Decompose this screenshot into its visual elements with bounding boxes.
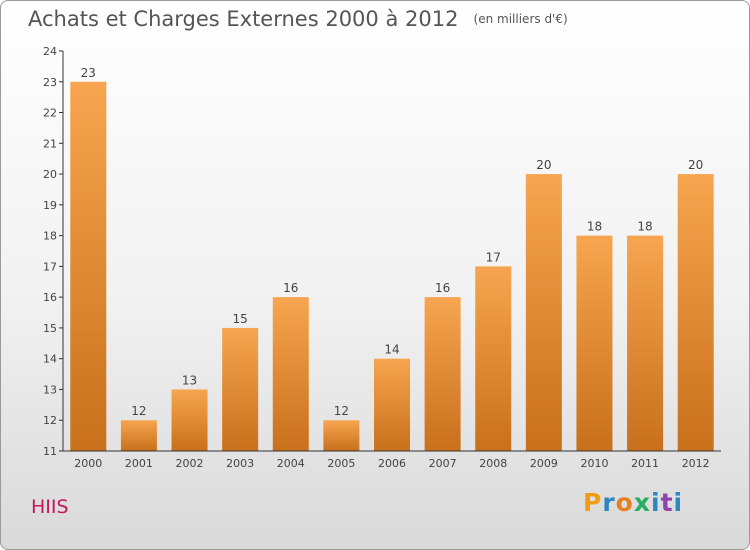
y-tick-label: 18	[43, 230, 57, 243]
data-label-2010: 18	[587, 220, 602, 234]
y-tick-label: 20	[43, 168, 57, 181]
x-tick-label: 2008	[479, 457, 507, 470]
bar-2007	[424, 297, 461, 451]
y-tick-label: 12	[43, 414, 57, 427]
y-axis-ticks: 11 12 13 14 15 16 17 18 19 20 21 22 23 24	[43, 45, 63, 458]
data-label-2006: 14	[384, 343, 399, 357]
y-tick-label: 14	[43, 353, 57, 366]
data-label-2011: 18	[637, 220, 652, 234]
data-label-2002: 13	[182, 373, 197, 387]
data-label-2003: 15	[233, 312, 248, 326]
y-tick-label: 24	[43, 45, 57, 58]
x-tick-label: 2004	[277, 457, 305, 470]
bars-group	[70, 81, 714, 452]
data-label-2000: 23	[81, 66, 96, 80]
data-label-2008: 17	[486, 250, 501, 264]
y-tick-label: 19	[43, 199, 57, 212]
bar-2009	[525, 174, 562, 452]
y-tick-label: 17	[43, 260, 57, 273]
bar-2002	[171, 389, 208, 451]
bar-2011	[627, 235, 664, 451]
x-tick-label: 2012	[682, 457, 710, 470]
y-tick-label: 23	[43, 76, 57, 89]
x-tick-label: 2003	[226, 457, 254, 470]
town-name: HIIS	[31, 496, 69, 518]
data-label-2012: 20	[688, 158, 703, 172]
x-tick-label: 2001	[125, 457, 153, 470]
x-axis-ticks: 2000 2001 2002 2003 2004 2005 2006 2007 2008 2009…	[74, 457, 709, 470]
data-label-2004: 16	[283, 281, 298, 295]
data-labels-group: 23 12 13 15 16 12 14 16 17 20 18 18 20	[81, 66, 704, 418]
x-tick-label: 2006	[378, 457, 406, 470]
bar-2004	[272, 297, 309, 451]
bar-2006	[374, 358, 410, 451]
chart-title: Achats et Charges Externes 2000 à 2012	[28, 7, 459, 31]
bar-2005	[323, 420, 360, 451]
y-tick-label: 15	[43, 322, 57, 335]
data-label-2007: 16	[435, 281, 450, 295]
bar-2008	[475, 266, 512, 451]
y-tick-label: 22	[43, 107, 57, 120]
title-block: Achats et Charges Externes 2000 à 2012 (…	[28, 7, 568, 31]
data-label-2009: 20	[536, 158, 551, 172]
x-tick-label: 2002	[176, 457, 204, 470]
y-tick-label: 21	[43, 137, 57, 150]
x-tick-label: 2011	[631, 457, 659, 470]
bar-2001	[120, 420, 157, 451]
y-tick-label: 16	[43, 291, 57, 304]
y-tick-label: 11	[43, 445, 57, 458]
data-label-2005: 12	[334, 404, 349, 418]
x-tick-label: 2000	[74, 457, 102, 470]
x-tick-label: 2005	[327, 457, 355, 470]
data-label-2001: 12	[131, 404, 146, 418]
bar-2003	[222, 327, 259, 451]
x-tick-label: 2009	[530, 457, 558, 470]
y-tick-label: 13	[43, 383, 57, 396]
proxiti-logo[interactable]: Proxiti	[583, 488, 684, 517]
x-tick-label: 2010	[580, 457, 608, 470]
bar-2012	[677, 174, 714, 452]
chart-subtitle: (en milliers d'€)	[473, 12, 568, 26]
bar-2010	[576, 235, 613, 451]
x-tick-label: 2007	[429, 457, 457, 470]
bar-2000	[70, 81, 107, 452]
